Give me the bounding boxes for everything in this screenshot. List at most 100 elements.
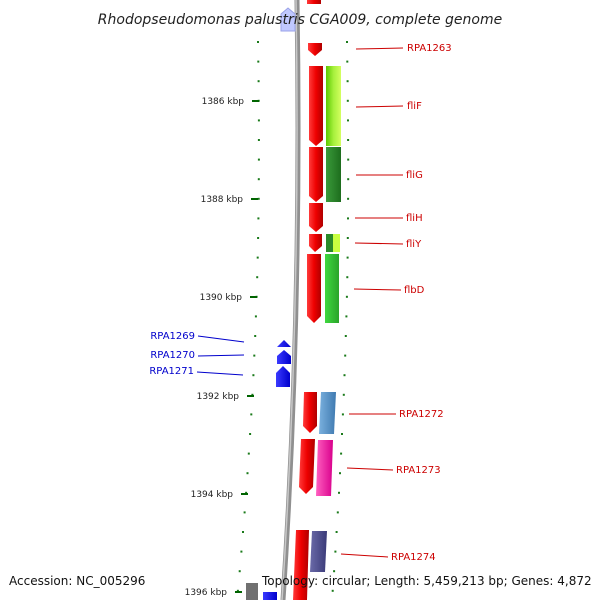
gene-arrow xyxy=(309,66,323,146)
cog-block xyxy=(326,147,341,202)
minor-tick xyxy=(243,511,246,514)
tick-label: 1394 kbp xyxy=(191,490,234,500)
minor-tick xyxy=(252,374,255,377)
gene-label: fliF xyxy=(407,101,422,112)
minor-tick xyxy=(346,237,349,239)
gene-arrow xyxy=(277,350,291,364)
gene-block xyxy=(263,592,277,600)
tick-label: 1396 kbp xyxy=(185,588,228,598)
minor-tick xyxy=(257,139,260,141)
minor-tick xyxy=(344,335,347,337)
minor-tick xyxy=(246,472,249,475)
gene-arrow xyxy=(307,254,321,323)
minor-tick xyxy=(345,315,348,318)
leader-lines xyxy=(196,47,404,558)
minor-tick xyxy=(336,511,339,514)
minor-tick xyxy=(346,99,349,102)
map-title: Rhodopseudomonas palustris CGA009, compl… xyxy=(98,12,502,28)
minor-tick xyxy=(345,295,348,298)
gene-label: RPA1263 xyxy=(407,43,452,54)
tick-track-left xyxy=(236,41,260,592)
cog-block xyxy=(326,234,340,252)
minor-tick xyxy=(247,452,250,455)
minor-tick xyxy=(257,197,260,200)
tick-label: 1388 kbp xyxy=(201,195,244,205)
minor-tick xyxy=(343,374,346,377)
gene-label: RPA1269 xyxy=(150,331,195,342)
minor-tick xyxy=(347,178,350,181)
minor-tick xyxy=(242,531,244,533)
minor-tick xyxy=(253,354,256,357)
minor-tick xyxy=(347,119,349,122)
tick-label: 1386 kbp xyxy=(202,97,245,107)
minor-tick xyxy=(257,80,260,83)
scale-ticks xyxy=(235,100,259,593)
minor-tick xyxy=(257,60,260,63)
minor-tick xyxy=(340,452,343,455)
gene-label: flbD xyxy=(404,285,425,296)
gene-arrow xyxy=(309,234,322,252)
strand-forward-genes xyxy=(293,0,323,600)
gene-arrow xyxy=(308,43,322,56)
gene-arrow xyxy=(277,340,291,347)
minor-tick xyxy=(257,41,259,43)
minor-tick xyxy=(338,491,340,494)
minor-tick xyxy=(344,354,347,357)
minor-tick xyxy=(251,393,254,396)
gene-arrow xyxy=(309,203,323,232)
accession-text: Accession: NC_005296 xyxy=(9,574,146,588)
tick-label: 1392 kbp xyxy=(197,392,240,402)
minor-tick xyxy=(346,276,349,279)
top-marker xyxy=(280,7,296,32)
minor-tick xyxy=(257,158,260,161)
minor-tick xyxy=(333,570,336,573)
gene-label: fliG xyxy=(406,170,423,181)
gene-arrow xyxy=(309,147,323,202)
minor-tick xyxy=(347,217,349,220)
cog-block xyxy=(326,66,341,146)
minor-tick xyxy=(257,119,260,122)
minor-tick xyxy=(342,393,345,396)
minor-tick xyxy=(238,570,241,573)
minor-tick xyxy=(256,256,259,259)
gene-label: RPA1274 xyxy=(391,552,436,563)
minor-tick xyxy=(256,276,259,279)
minor-tick xyxy=(257,237,260,239)
minor-tick xyxy=(254,335,257,337)
minor-tick xyxy=(254,315,257,318)
minor-tick xyxy=(245,491,248,494)
minor-tick xyxy=(347,158,350,161)
minor-tick xyxy=(257,178,260,181)
gene-arrow xyxy=(303,392,317,433)
minor-tick xyxy=(341,433,343,435)
strand-reverse-genes xyxy=(246,340,291,600)
gene-label: RPA1273 xyxy=(396,465,441,476)
cog-block xyxy=(310,531,327,572)
minor-tick xyxy=(347,139,350,141)
tick-label: 1390 kbp xyxy=(200,293,243,303)
minor-tick xyxy=(236,589,239,592)
minor-tick xyxy=(339,472,341,475)
minor-tick xyxy=(331,589,334,592)
gene-arrow xyxy=(276,366,290,387)
gene-arrow xyxy=(293,530,309,600)
minor-tick xyxy=(346,41,348,43)
minor-tick xyxy=(341,413,344,416)
minor-tick xyxy=(347,197,350,200)
topology-text: Topology: circular; Length: 5,459,213 bp… xyxy=(262,574,592,588)
tick-track-right xyxy=(331,41,350,592)
minor-tick xyxy=(334,550,337,553)
gene-label: RPA1272 xyxy=(399,409,444,420)
minor-tick xyxy=(346,60,349,63)
gene-label: RPA1271 xyxy=(149,366,194,377)
backbone-arc-highlight xyxy=(281,0,298,600)
cog-block xyxy=(316,440,333,496)
minor-tick xyxy=(346,80,349,83)
minor-tick xyxy=(249,433,252,435)
gene-label: fliY xyxy=(406,239,422,250)
cog-block xyxy=(325,254,339,323)
minor-tick xyxy=(250,413,253,416)
minor-tick xyxy=(335,531,338,533)
backbone-arc xyxy=(280,0,301,600)
